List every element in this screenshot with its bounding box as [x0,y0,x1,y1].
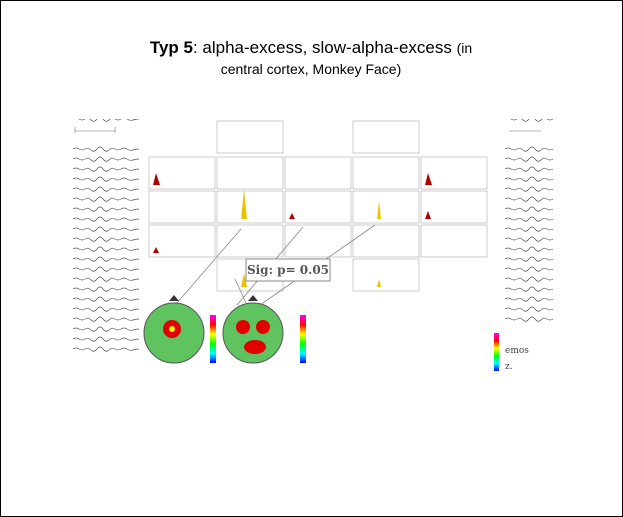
title-aside: (in [456,40,473,56]
title-description: : alpha-excess, slow-alpha-excess [192,38,452,57]
head-map-2 [222,295,284,364]
eeg-traces-right: emos z. [501,119,557,381]
title-line-2: central cortex, Monkey Face) [220,61,402,77]
eeg-traces-left [65,119,140,381]
eeg-analysis-figure: Sig: p= 0.05 [65,119,557,381]
color-bars [210,315,499,371]
spectrum-peaks [153,173,432,287]
spectrum-grid [148,120,488,292]
title-line-1: Typ 5: alpha-excess, slow-alpha-excess (… [61,37,561,59]
cropped-text-1: emos [505,346,529,356]
significance-box: Sig: p= 0.05 [245,258,331,282]
head-map-1 [143,295,205,364]
significance-label: Sig: p= 0.05 [247,263,329,277]
title-type-label: Typ 5 [149,38,193,57]
slide-title: Typ 5: alpha-excess, slow-alpha-excess (… [61,37,561,80]
cropped-text-2: z. [505,362,513,372]
